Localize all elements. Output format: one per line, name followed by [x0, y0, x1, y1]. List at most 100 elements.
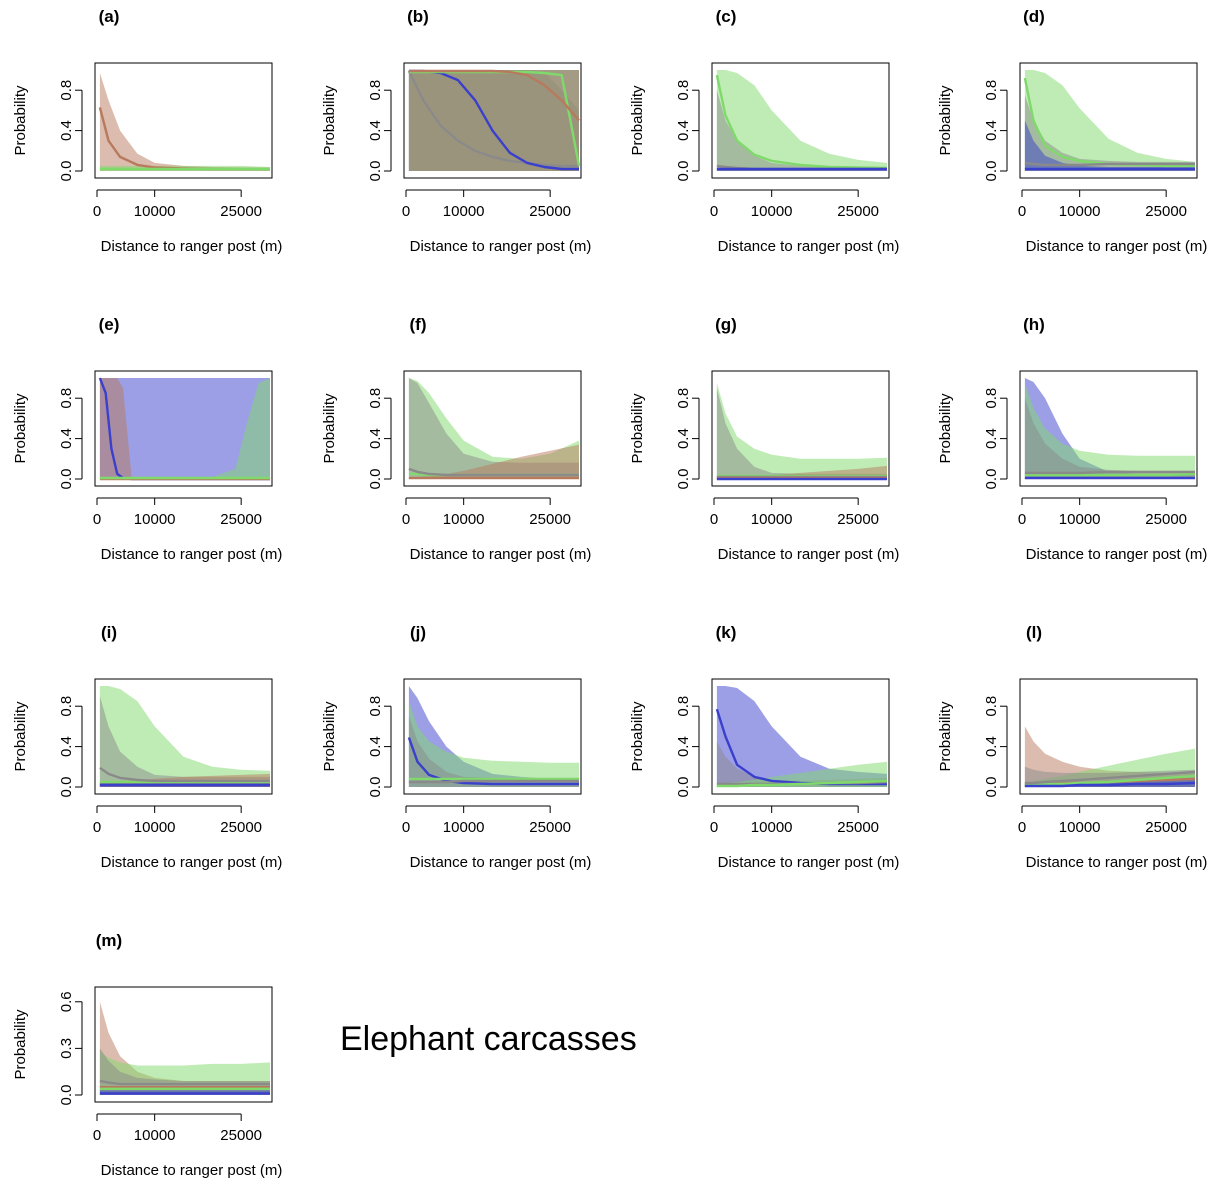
x-tick-label: 10000: [1059, 203, 1101, 220]
series-line-green: [715, 74, 888, 170]
y-tick-label: 0.4: [983, 736, 1000, 757]
panel-label: (d): [1023, 7, 1045, 26]
y-axis-label: Probability: [321, 701, 338, 772]
x-tick-label: 25000: [220, 511, 262, 528]
y-tick-label: 0.0: [367, 469, 384, 490]
y-tick-label: 0.0: [675, 161, 692, 182]
x-tick-label: 25000: [220, 819, 262, 836]
y-axis-label: Probability: [937, 85, 954, 156]
panel-e: (e) 0.0 0.4 0.8 Probability 0 10000 25000 Distan…: [12, 315, 282, 563]
plot-box: [403, 62, 582, 179]
ribbon-green: [408, 701, 579, 787]
plot-box: [711, 678, 890, 795]
panel-c: (c) 0.0 0.4 0.8 Probability 0 10000 25000 Distan…: [629, 7, 899, 255]
x-axis-label: Distance to ranger post (m): [1026, 546, 1208, 563]
y-tick-label: 0.4: [367, 120, 384, 141]
y-tick-label: 0.8: [983, 388, 1000, 409]
ribbon-gray: [408, 378, 579, 479]
y-tick-label: 0.4: [675, 428, 692, 449]
y-tick-label: 0.0: [367, 777, 384, 798]
panel-j: (j) 0.0 0.4 0.8 Probability 0 10000 25000 Distan…: [321, 623, 591, 871]
x-tick-label: 0: [93, 203, 101, 220]
x-tick-label: 25000: [220, 1127, 262, 1144]
panel-label: (j): [410, 623, 426, 642]
x-tick-label: 25000: [1145, 819, 1187, 836]
panel-l: (l) 0.0 0.4 0.8 Probability 0 10000 25000 Distan…: [937, 623, 1207, 871]
y-tick-label: 0.0: [367, 161, 384, 182]
x-tick-label: 10000: [751, 203, 793, 220]
y-tick-label: 0.0: [58, 469, 75, 490]
plot-box: [711, 62, 890, 179]
ribbon-blue: [99, 378, 271, 479]
plot-area: [99, 1001, 271, 1095]
ribbon-gray: [716, 90, 887, 171]
plot-box: [403, 678, 582, 795]
y-tick-label: 0.8: [367, 80, 384, 101]
y-tick-label: 0.4: [367, 736, 384, 757]
x-tick-label: 25000: [837, 511, 879, 528]
x-tick-label: 10000: [134, 511, 176, 528]
y-axis-label: Probability: [937, 393, 954, 464]
panel-label: (k): [716, 623, 737, 642]
plot-box: [1019, 370, 1198, 487]
y-tick-label: 0.0: [983, 777, 1000, 798]
y-tick-label: 0.8: [58, 80, 75, 101]
ribbon-green: [716, 70, 887, 171]
plot-box: [94, 986, 273, 1103]
x-tick-label: 0: [402, 511, 410, 528]
y-axis-label: Probability: [321, 85, 338, 156]
x-axis-label: Distance to ranger post (m): [410, 238, 592, 255]
x-tick-label: 0: [710, 511, 718, 528]
x-tick-label: 0: [1018, 203, 1026, 220]
y-tick-label: 0.4: [58, 736, 75, 757]
plot-area: [1024, 726, 1196, 788]
y-tick-label: 0.0: [58, 1085, 75, 1106]
x-axis-label: Distance to ranger post (m): [718, 854, 900, 871]
x-axis-label: Distance to ranger post (m): [410, 546, 592, 563]
y-tick-label: 0.0: [58, 161, 75, 182]
plot-box: [1019, 62, 1198, 179]
plot-area: [407, 69, 581, 171]
series-line-gray: [1024, 161, 1195, 167]
ribbon-red: [99, 73, 271, 171]
series-line-gray: [1024, 770, 1196, 785]
x-tick-label: 10000: [134, 819, 176, 836]
y-tick-label: 0.4: [675, 120, 692, 141]
y-tick-label: 0.8: [983, 696, 1000, 717]
plot-area: [1024, 378, 1196, 480]
x-tick-label: 25000: [1145, 511, 1187, 528]
series-line-blue: [407, 737, 579, 786]
plot-box: [94, 678, 273, 795]
y-tick-label: 0.0: [983, 469, 1000, 490]
y-tick-label: 0.4: [367, 428, 384, 449]
series-line-green: [1024, 472, 1196, 477]
y-tick-label: 0.8: [675, 80, 692, 101]
panel-f: (f) 0.0 0.4 0.8 Probability 0 10000 25000 Distan…: [321, 315, 591, 563]
x-tick-label: 10000: [751, 819, 793, 836]
series-line-gray: [99, 766, 270, 783]
x-axis-label: Distance to ranger post (m): [718, 238, 900, 255]
x-axis-label: Distance to ranger post (m): [101, 546, 283, 563]
y-tick-label: 0.0: [58, 777, 75, 798]
figure-caption: Elephant carcasses: [340, 1020, 637, 1058]
x-tick-label: 0: [1018, 819, 1026, 836]
x-tick-label: 0: [93, 819, 101, 836]
y-tick-label: 0.0: [675, 469, 692, 490]
panel-label: (g): [715, 315, 737, 334]
series-line-blue: [1024, 781, 1196, 788]
y-tick-label: 0.3: [58, 1038, 75, 1059]
panel-label: (h): [1023, 315, 1045, 334]
x-tick-label: 0: [710, 203, 718, 220]
x-tick-label: 10000: [134, 203, 176, 220]
y-tick-label: 0.8: [58, 696, 75, 717]
y-axis-label: Probability: [12, 393, 29, 464]
ribbon-green: [1024, 383, 1195, 479]
panel-label: (e): [99, 315, 120, 334]
y-tick-label: 0.4: [983, 428, 1000, 449]
plot-box: [94, 370, 273, 487]
y-tick-label: 0.8: [675, 388, 692, 409]
x-tick-label: 25000: [220, 203, 262, 220]
x-tick-label: 25000: [529, 819, 571, 836]
